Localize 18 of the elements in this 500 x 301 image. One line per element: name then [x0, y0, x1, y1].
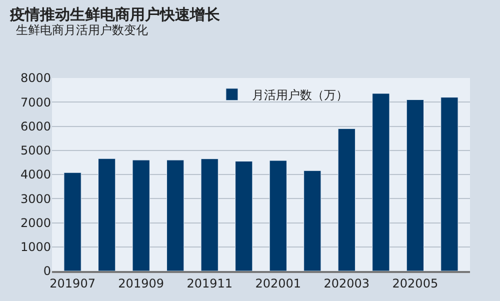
x-tick-label: 201911	[186, 276, 233, 290]
y-tick-label: 0	[43, 264, 51, 278]
y-tick-label: 6000	[20, 119, 51, 134]
y-tick-label: 5000	[20, 144, 51, 158]
chart-subtitle: 生鲜电商月活用户数变化	[16, 23, 148, 37]
y-tick-label: 1000	[20, 240, 51, 254]
x-tick-label: 202001	[255, 276, 302, 290]
x-tick-label: 201909	[118, 276, 164, 290]
x-tick-label: 201907	[50, 276, 96, 290]
y-tick-label: 4000	[20, 168, 51, 182]
x-tick-label: 202005	[392, 276, 438, 290]
y-tick-label: 3000	[20, 192, 51, 206]
x-tick-label: 202003	[324, 276, 370, 290]
legend-label: 月活用户数（万）	[252, 88, 348, 102]
chart-title: 疫情推动生鲜电商用户快速增长	[9, 6, 221, 24]
y-tick-label: 8000	[20, 71, 51, 86]
y-tick-label: 7000	[20, 95, 51, 110]
y-tick-label: 2000	[20, 216, 51, 230]
